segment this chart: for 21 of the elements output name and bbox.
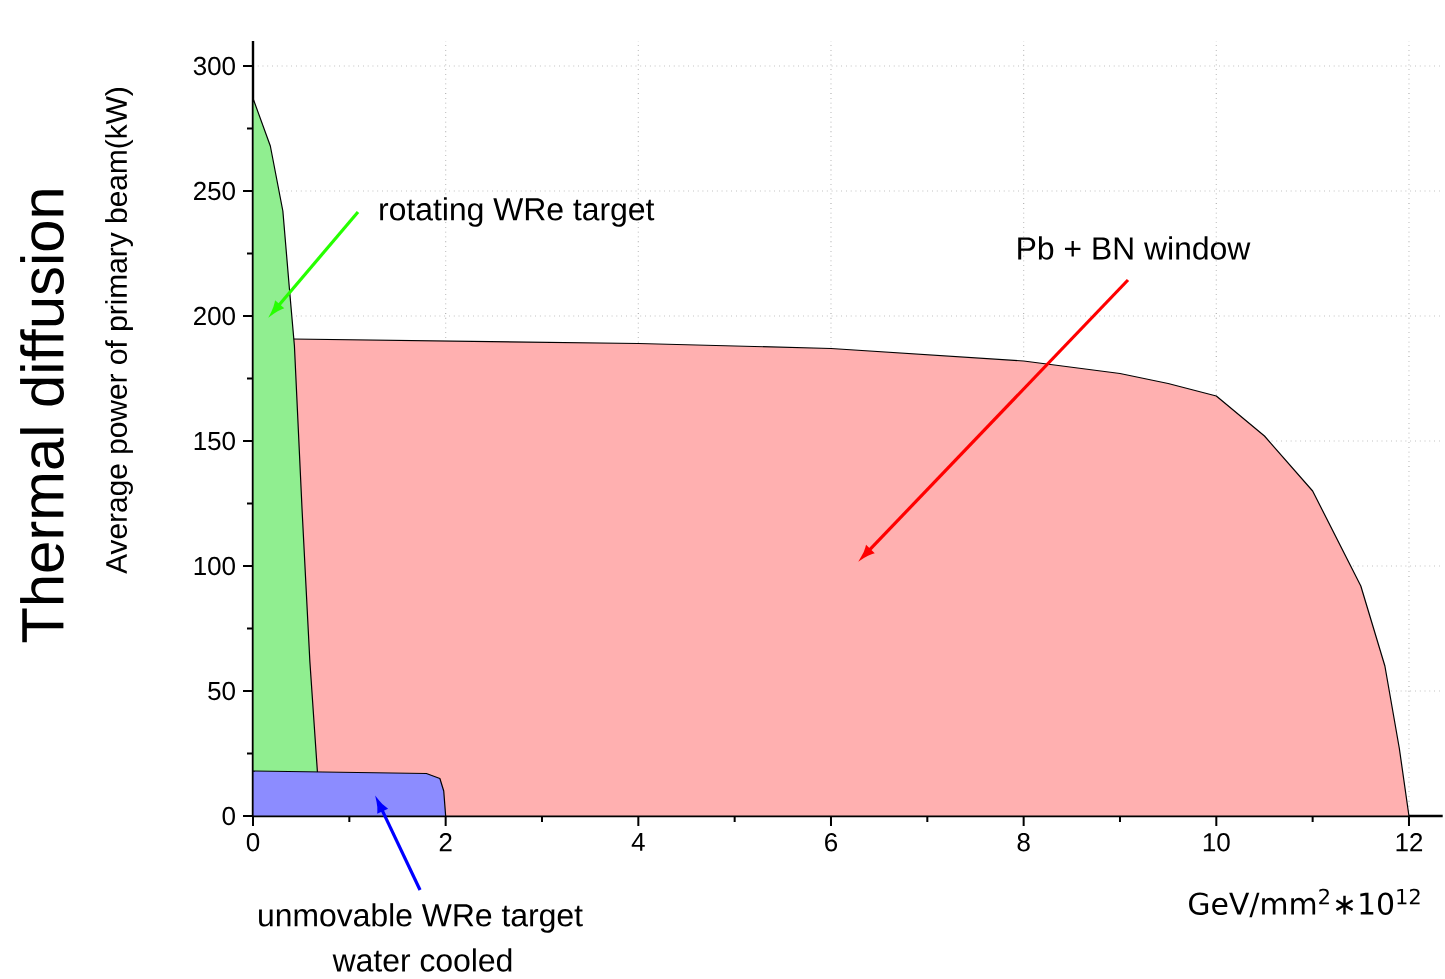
x-tick-label: 6 [825,833,838,852]
x-tick-label: 10 [1203,833,1230,852]
y-tick-label: 150 [194,431,235,451]
annotation: rotating WRe target [380,197,655,227]
text: Thermal diffusion [20,190,64,643]
x-tick-label: 4 [631,833,645,851]
x-tick-label: 0 [246,833,260,852]
y-tick-label: 0 [222,806,235,826]
annotation: Pb + BN window [1018,236,1251,260]
y-tick-label: 300 [193,56,235,76]
x-tick-label: 2 [439,833,452,852]
y-tick-label: 200 [194,306,235,326]
x-axis-title: GeV/mm$^{2}$∗10$^{12}$ [1189,888,1420,918]
text: unmovable WRe target [259,903,583,933]
x-tick-label: 8 [1017,833,1030,852]
text: water cooled [332,948,512,972]
y-tick-label: 50 [208,681,235,701]
y-axis-title: Average power of primary beam(kW) [105,88,133,574]
x-tick-label: 12 [1396,833,1423,852]
y-tick-label: 100 [194,556,235,576]
y-tick-label: 250 [194,181,235,201]
